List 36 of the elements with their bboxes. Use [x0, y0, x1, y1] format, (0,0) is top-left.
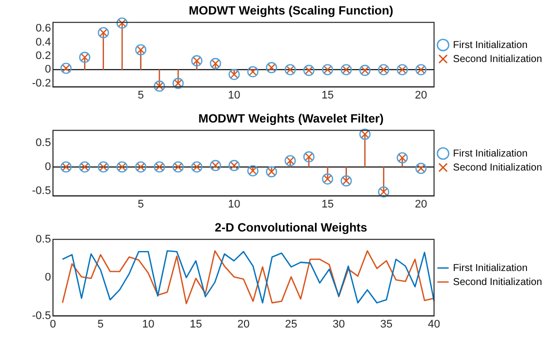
y-tick-label: -0.5 — [32, 185, 51, 198]
y-tick-label: 0.5 — [36, 233, 51, 246]
y-tick-label: 0.5 — [36, 136, 51, 149]
x-tick-label: 25 — [285, 318, 298, 330]
x-tick-label: 30 — [332, 318, 345, 330]
x-tick-label: 10 — [228, 198, 240, 210]
y-tick-label: 0.2 — [36, 50, 51, 62]
x-tick-label: 15 — [321, 198, 334, 210]
legend-label: First Initialization — [453, 148, 528, 160]
y-tick-label: -0.2 — [32, 77, 51, 90]
x-tick-label: 15 — [190, 318, 202, 330]
y-tick-label: 0.6 — [36, 22, 51, 35]
y-tick-label: -0.5 — [32, 310, 51, 322]
chart-title: MODWT Weights (Scaling Function) — [188, 4, 394, 18]
x-tick-label: 10 — [228, 89, 240, 102]
x-tick-label: 5 — [98, 318, 104, 330]
x-tick-label: 10 — [142, 318, 154, 330]
x-tick-label: 5 — [138, 198, 144, 210]
x-tick-label: 35 — [380, 318, 393, 330]
legend-label: Second Initialization — [453, 162, 542, 174]
x-tick-label: 15 — [321, 89, 334, 102]
x-tick-label: 40 — [428, 318, 440, 330]
y-tick-label: 0 — [44, 160, 51, 173]
chart-title: 2-D Convolutional Weights — [214, 220, 368, 235]
legend-label: Second Initialization — [453, 276, 542, 288]
legend-label: First Initialization — [453, 262, 528, 274]
y-tick-label: 0.4 — [36, 36, 51, 48]
y-tick-label: 0 — [44, 64, 51, 76]
x-tick-label: 20 — [414, 89, 428, 102]
chart-title: MODWT Weights (Wavelet Filter) — [198, 112, 384, 126]
x-tick-label: 20 — [414, 198, 428, 210]
y-tick-label: 0 — [44, 272, 51, 284]
x-tick-label: 5 — [138, 89, 144, 102]
legend-label: Second Initialization — [453, 54, 542, 65]
legend-label: First Initialization — [453, 40, 528, 51]
x-tick-label: 20 — [237, 318, 250, 330]
